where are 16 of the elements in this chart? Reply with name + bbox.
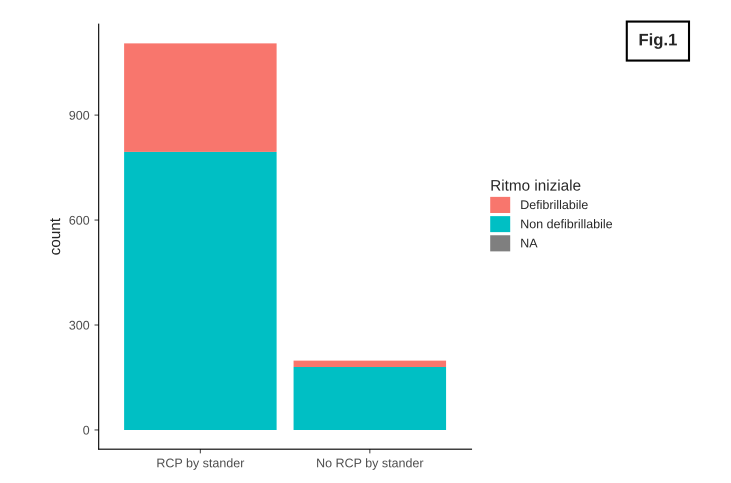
legend-label: Defibrillabile — [521, 200, 588, 210]
legend-label: NA — [521, 238, 538, 248]
x-tick-label: No RCP by stander — [317, 458, 424, 470]
y-tick-label: 900 — [69, 110, 90, 120]
x-tick-label: RCP by stander — [157, 458, 244, 470]
caption: Fig.1 — [640, 33, 677, 49]
bar — [294, 360, 446, 367]
bar — [294, 366, 446, 430]
y-tick-label: 0 — [83, 426, 90, 435]
bar — [124, 152, 277, 430]
legend-label: Non defibrillabile — [521, 219, 612, 228]
y-axis-title: count — [50, 218, 60, 255]
y-tick-label: 600 — [69, 216, 90, 225]
legend-title: Ritmo iniziale — [491, 180, 580, 191]
y-tick-label: 300 — [69, 320, 90, 330]
bar — [124, 43, 277, 152]
